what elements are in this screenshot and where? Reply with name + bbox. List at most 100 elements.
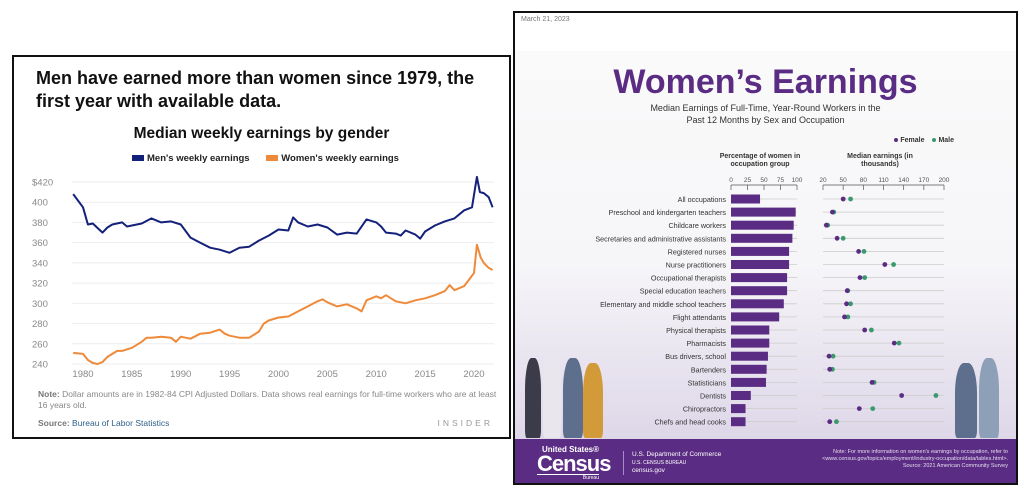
x-tick-label: 1990 [170, 369, 191, 380]
earnings-tick-label: 140 [898, 177, 909, 184]
male-earnings-dot [933, 393, 939, 398]
male-earnings-dot [861, 249, 867, 254]
occupation-label: Special education teachers [640, 287, 727, 296]
subtitle-line-1: Median Earnings of Full-Time, Year-Round… [650, 103, 881, 113]
occupation-chart: 0 25 50 75 100 20 50 80 110 140 170 200 All occupati… [595, 177, 949, 427]
legend-male: Male [938, 137, 954, 144]
legend: Men's weekly earnings Women's weekly ear… [14, 153, 509, 164]
logo-top: United States® [541, 445, 599, 454]
y-tick-label: 300 [32, 299, 48, 310]
date: March 21, 2023 [521, 16, 570, 23]
pct-bar [731, 299, 784, 309]
occupation-label: Registered nurses [668, 247, 727, 256]
occupation-label: Childcare workers [668, 221, 726, 230]
earnings-legend: Female Male [888, 137, 954, 144]
y-tick-label: 340 [32, 258, 48, 269]
y-tick-label: 320 [32, 279, 48, 290]
chart-note: Note: Dollar amounts are in 1982-84 CPI … [38, 389, 498, 411]
chart-source: Source: Bureau of Labor Statistics [38, 418, 169, 428]
male-earnings-dot [848, 196, 853, 202]
headline: Men have earned more than women since 19… [36, 68, 475, 111]
x-tick-label: 2020 [463, 369, 484, 380]
legend-swatch-women [266, 155, 279, 162]
pct-bar [731, 404, 746, 414]
infographic-title: Women’s Earnings [613, 63, 918, 101]
occupation-label: Preschool and kindergarten teachers [609, 208, 727, 217]
pct-bar [731, 391, 751, 400]
pct-bar [731, 417, 746, 427]
occupation-label: Bartenders [691, 365, 727, 374]
pct-bar [731, 286, 788, 296]
y-tick-label: $420 [32, 178, 53, 189]
occupation-label: Flight attendants [673, 313, 727, 322]
pct-bar [731, 246, 790, 256]
female-earnings-dot [856, 249, 862, 254]
occupation-label: Dentists [700, 392, 726, 401]
legend-men: Men's weekly earnings [147, 153, 250, 164]
y-tick-label: 240 [32, 360, 48, 371]
earnings-tick-label: 110 [878, 177, 889, 184]
female-earnings-dot [891, 340, 897, 346]
female-earnings-dot [862, 327, 868, 333]
female-earnings-dot [844, 288, 850, 294]
earnings-tick-label: 80 [860, 177, 868, 184]
people-illustration [583, 363, 603, 438]
y-tick-label: 380 [32, 218, 48, 229]
census-logo: United States® Census Bureau [537, 445, 611, 481]
men-earnings-line [72, 175, 494, 254]
logo-main: Census [537, 451, 611, 476]
pct-bar [731, 325, 770, 335]
people-illustration [525, 358, 541, 438]
male-earnings-dot [834, 419, 839, 425]
occupation-label: Statisticians [688, 378, 727, 387]
footer-note-text: Note: For more information on women's ea… [822, 449, 1008, 462]
male-earnings-dot [896, 340, 902, 346]
footer: United States® Census Bureau U.S. Depart… [515, 439, 1016, 483]
earnings-tick-label: 20 [819, 177, 827, 184]
male-earnings-dot [830, 353, 836, 359]
female-earnings-dot [834, 235, 840, 241]
x-tick-label: 1985 [121, 369, 142, 380]
pct-bar [731, 312, 780, 322]
subtitle-line-2: Past 12 Months by Sex and Occupation [686, 115, 845, 125]
x-tick-label: 2005 [317, 369, 338, 380]
source-link[interactable]: Bureau of Labor Statistics [72, 418, 170, 428]
female-earnings-dot [827, 419, 833, 425]
earnings-column-header: Median earnings (in thousands) [847, 153, 913, 168]
footer-source: Source: 2021 American Community Survey [902, 463, 1008, 469]
occupation-label: Physical therapists [666, 326, 726, 335]
male-earnings-dot [848, 301, 853, 307]
female-earnings-dot [869, 380, 875, 385]
female-earnings-dot [826, 353, 832, 359]
occupation-label: Occupational therapists [651, 274, 727, 283]
line-chart: 240 260 280 300 320 340 360 380 400 $420 1980 1985 1… [32, 175, 494, 380]
footer-note: Note: For more information on women's ea… [758, 449, 1008, 470]
people-illustration [955, 363, 977, 438]
census-infographic-panel: March 21, 2023 Women’s Earnings Median E… [513, 11, 1018, 485]
occupation-label: Secretaries and administrative assistant… [595, 234, 726, 243]
people-illustration [563, 358, 583, 438]
pct-tick-label: 50 [760, 177, 768, 184]
department-info: U.S. Department of Commerce U.S. CENSUS … [623, 451, 721, 475]
census-link[interactable]: census.gov [632, 467, 665, 474]
female-earnings-dot [857, 275, 863, 280]
y-tick-label: 280 [32, 319, 48, 330]
occupation-label: Elementary and middle school teachers [600, 300, 726, 309]
pct-bar [731, 260, 790, 269]
occupation-label: Pharmacists [686, 339, 726, 348]
earnings-tick-label: 50 [840, 177, 848, 184]
pct-bar [731, 364, 767, 374]
male-earnings-dot [870, 406, 876, 411]
earnings-tick-label: 170 [918, 177, 929, 184]
female-earnings-dot [830, 209, 835, 215]
pct-bar [731, 233, 793, 243]
x-tick-label: 2015 [415, 369, 436, 380]
note-label: Note: [38, 389, 60, 399]
people-illustration [979, 358, 999, 438]
female-earnings-dot [823, 222, 829, 228]
infographic-subtitle: Median Earnings of Full-Time, Year-Round… [515, 102, 1016, 126]
x-tick-label: 2010 [366, 369, 387, 380]
male-earnings-dot [891, 262, 896, 267]
source-label: Source: [38, 418, 70, 428]
chart-title: Median weekly earnings by gender [133, 125, 390, 142]
